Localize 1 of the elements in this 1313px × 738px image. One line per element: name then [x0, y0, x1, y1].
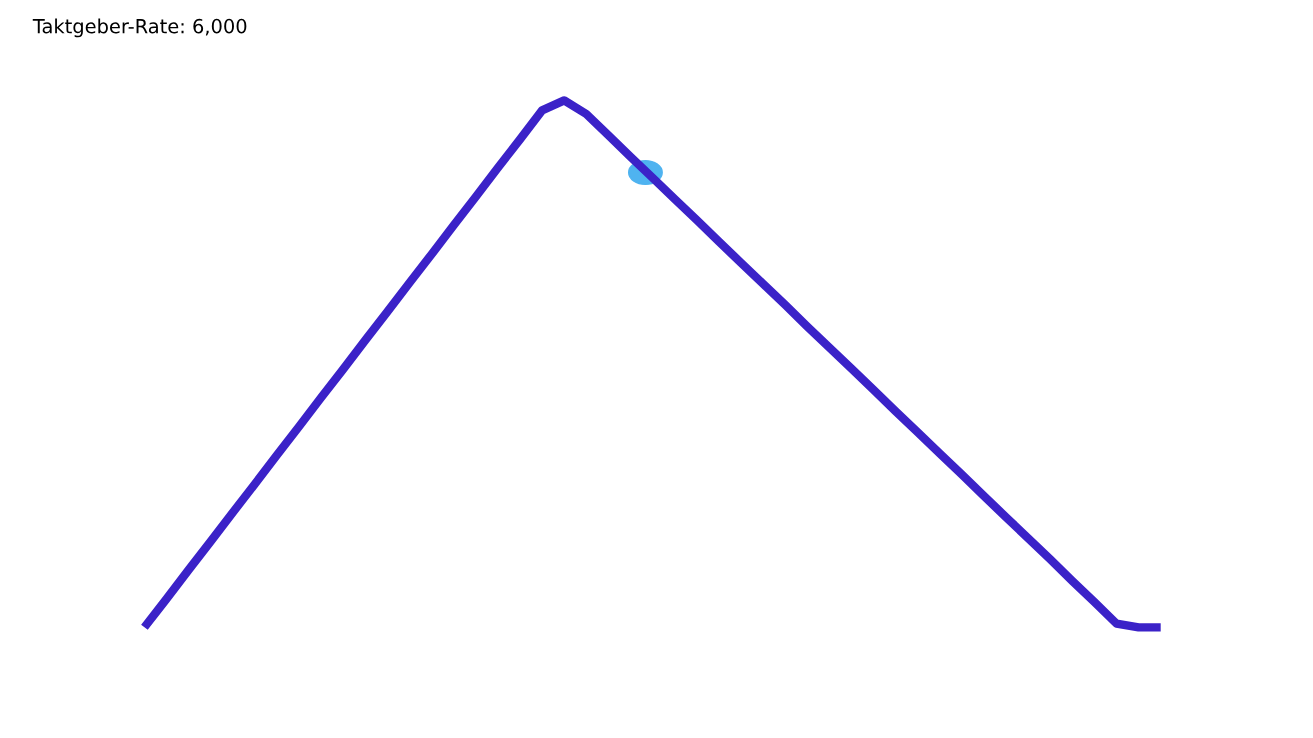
chart-title: Taktgeber-Rate: 6,000: [32, 18, 247, 38]
